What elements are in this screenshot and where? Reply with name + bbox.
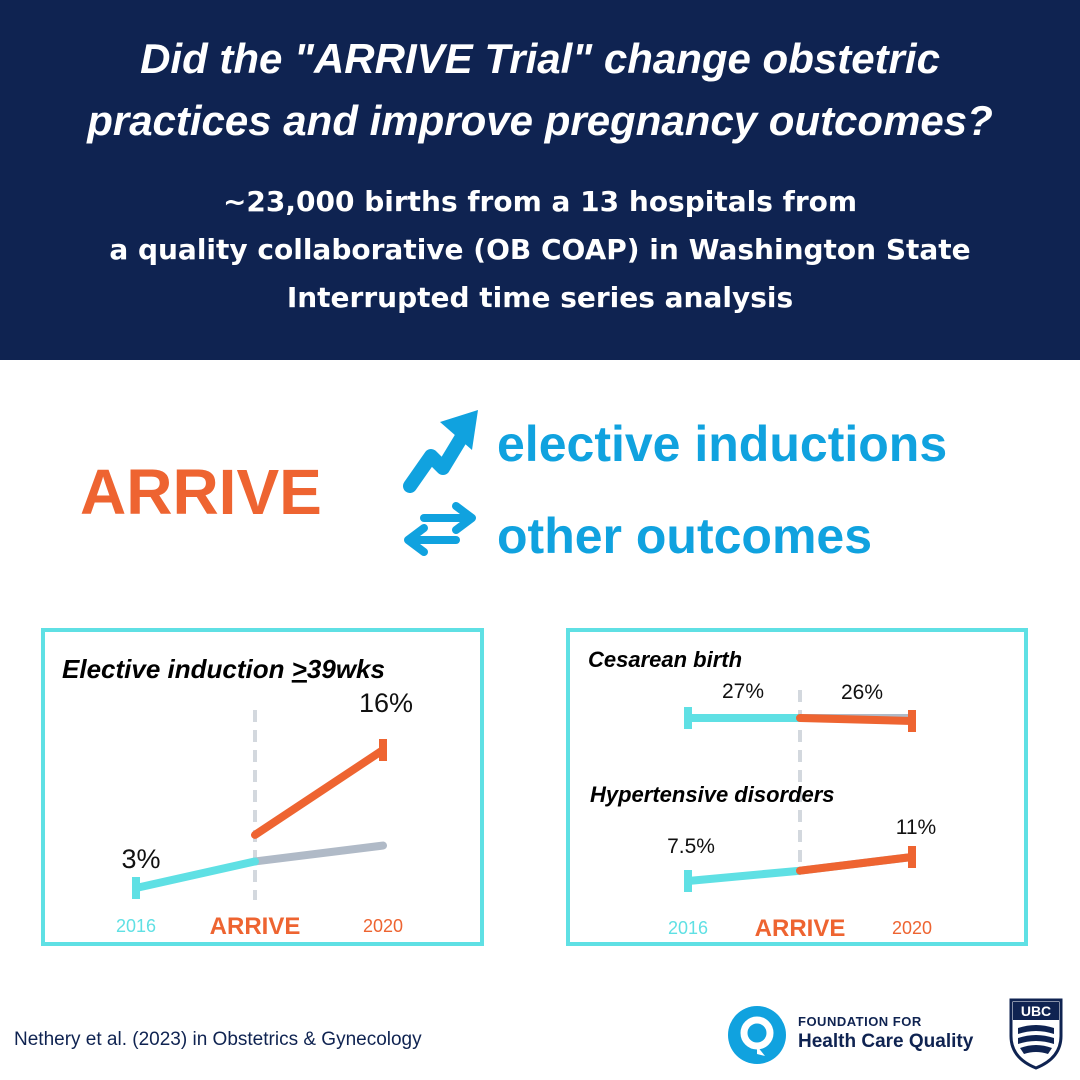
outcomes-chart: Cesarean birth 27% 26% Hypertensive disorde… [588,647,936,942]
svg-text:UBC: UBC [1021,1003,1051,1019]
post-arrive-trend-line [251,746,387,839]
exchange-arrows-icon [404,502,476,556]
elective-induction-panel: Elective induction >39wks 3% 16% 2016 ARRIVE… [41,628,484,946]
org-name-line2: Health Care Quality [798,1031,974,1052]
chart-title: Elective induction >39wks [62,654,385,684]
subtitle-line: ~23,000 births from a 13 hospitals from [222,185,858,218]
subtitle-line: Interrupted time series analysis [286,281,794,314]
x-tick-label-end: 2020 [363,916,403,936]
elective-inductions-label: elective inductions [497,416,948,472]
post-arrive-trend-line [796,714,916,725]
post-arrive-value-label: 11% [896,816,936,839]
x-tick-label-start: 2016 [116,916,156,936]
trend-up-arrow-icon [403,410,478,493]
post-arrive-value-label: 16% [359,688,413,718]
x-tick-label-arrive: ARRIVE [755,915,846,942]
fhcq-logo-text: FOUNDATION FOR Health Care Quality [798,1014,973,1054]
elective-induction-chart: Elective induction >39wks 3% 16% 2016 ARRIVE… [62,654,413,940]
subtitle: ~23,000 births from a 13 hospitals from … [20,178,1060,322]
fhcq-logo-icon [728,1006,786,1064]
counterfactual-trend-line [251,841,387,866]
x-tick-label-end: 2020 [892,918,932,938]
ubc-logo-icon: UBC [1009,998,1063,1070]
pre-arrive-value-label: 7.5% [667,835,715,858]
post-arrive-value-label: 26% [841,681,883,704]
pre-arrive-value-label: 3% [121,844,160,874]
subtitle-line: a quality collaborative (OB COAP) in Was… [109,233,971,266]
outcomes-panel: Cesarean birth 27% 26% Hypertensive disorde… [566,628,1028,946]
citation: Nethery et al. (2023) in Obstetrics & Gy… [14,1029,422,1050]
intervention-label: ARRIVE [80,456,322,528]
page-title: Did the "ARRIVE Trial" change obstetric … [87,35,993,144]
org-name-line1: FOUNDATION FOR [798,1014,922,1029]
chart-title: Hypertensive disorders [590,782,835,807]
pre-arrive-trend-line [132,857,259,892]
chart-title: Cesarean birth [588,647,742,672]
other-outcomes-label: other outcomes [497,508,873,564]
pre-arrive-trend-line [684,866,804,885]
pre-arrive-value-label: 27% [722,680,764,703]
x-tick-label-start: 2016 [668,918,708,938]
header-banner: Did the "ARRIVE Trial" change obstetric … [0,0,1080,360]
post-arrive-trend-line [796,853,916,875]
x-tick-label-arrive: ARRIVE [210,913,301,940]
